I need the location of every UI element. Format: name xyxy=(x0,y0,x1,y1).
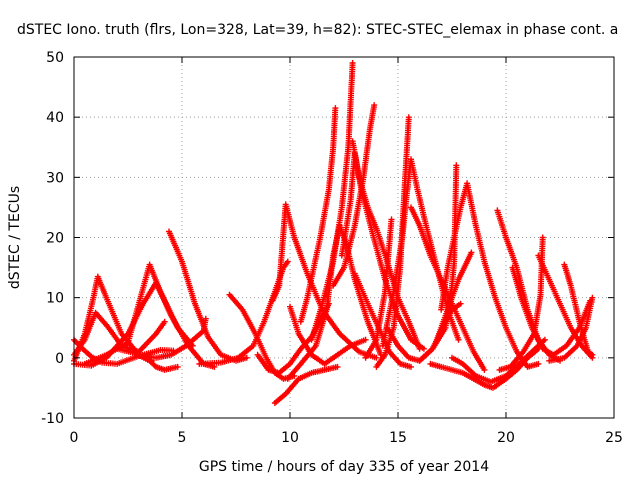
series-markers xyxy=(81,261,196,367)
data-series-28 xyxy=(433,249,475,343)
x-tick-label: 10 xyxy=(281,430,299,446)
series-markers xyxy=(561,261,596,358)
y-axis-label: dSTEC / TECUs xyxy=(7,186,23,289)
data-series-14 xyxy=(287,303,369,367)
y-tick-label: 10 xyxy=(46,291,64,307)
series-markers xyxy=(271,363,341,406)
series-markers xyxy=(349,138,423,352)
series-markers xyxy=(546,294,596,364)
series-markers xyxy=(287,303,369,367)
series-markers xyxy=(433,249,475,343)
series-layer xyxy=(71,60,596,406)
series-markers xyxy=(496,234,546,373)
data-series-5 xyxy=(81,261,196,367)
x-tick-label: 25 xyxy=(605,430,623,446)
data-series-34 xyxy=(509,264,594,358)
y-tick-label: 20 xyxy=(46,231,64,247)
data-series-37 xyxy=(546,294,596,364)
tick-layer: 0 5 10 15 20 25 -10 0 10 20 30 40 50 xyxy=(41,50,623,446)
y-tick-label: 40 xyxy=(46,110,64,126)
y-tick-label: -10 xyxy=(41,411,64,427)
series-markers xyxy=(438,180,542,370)
y-tick-label: 30 xyxy=(46,170,64,186)
x-axis-label: GPS time / hours of day 335 of year 2014 xyxy=(199,459,489,475)
series-markers xyxy=(308,60,356,343)
data-series-20 xyxy=(349,138,423,352)
y-tick-label: 0 xyxy=(55,351,64,367)
data-series-16 xyxy=(297,105,339,325)
series-markers xyxy=(166,228,250,364)
x-tick-label: 5 xyxy=(178,430,187,446)
data-series-22 xyxy=(362,216,395,361)
series-markers xyxy=(362,216,395,361)
data-series-36 xyxy=(561,261,596,358)
series-markers xyxy=(535,252,596,361)
x-tick-label: 20 xyxy=(497,430,515,446)
data-series-10 xyxy=(226,291,298,382)
data-series-35 xyxy=(535,252,596,361)
x-tick-label: 15 xyxy=(389,430,407,446)
y-tick-label: 50 xyxy=(46,50,64,66)
x-tick-label: 0 xyxy=(70,430,79,446)
data-series-17 xyxy=(308,60,356,343)
data-series-33 xyxy=(496,234,546,373)
data-series-31 xyxy=(449,336,548,385)
series-markers xyxy=(297,105,339,325)
chart-title: dSTEC Iono. truth (flrs, Lon=328, Lat=39… xyxy=(17,22,618,38)
series-markers xyxy=(449,336,548,385)
data-series-13 xyxy=(271,363,341,406)
data-series-8 xyxy=(166,228,250,364)
